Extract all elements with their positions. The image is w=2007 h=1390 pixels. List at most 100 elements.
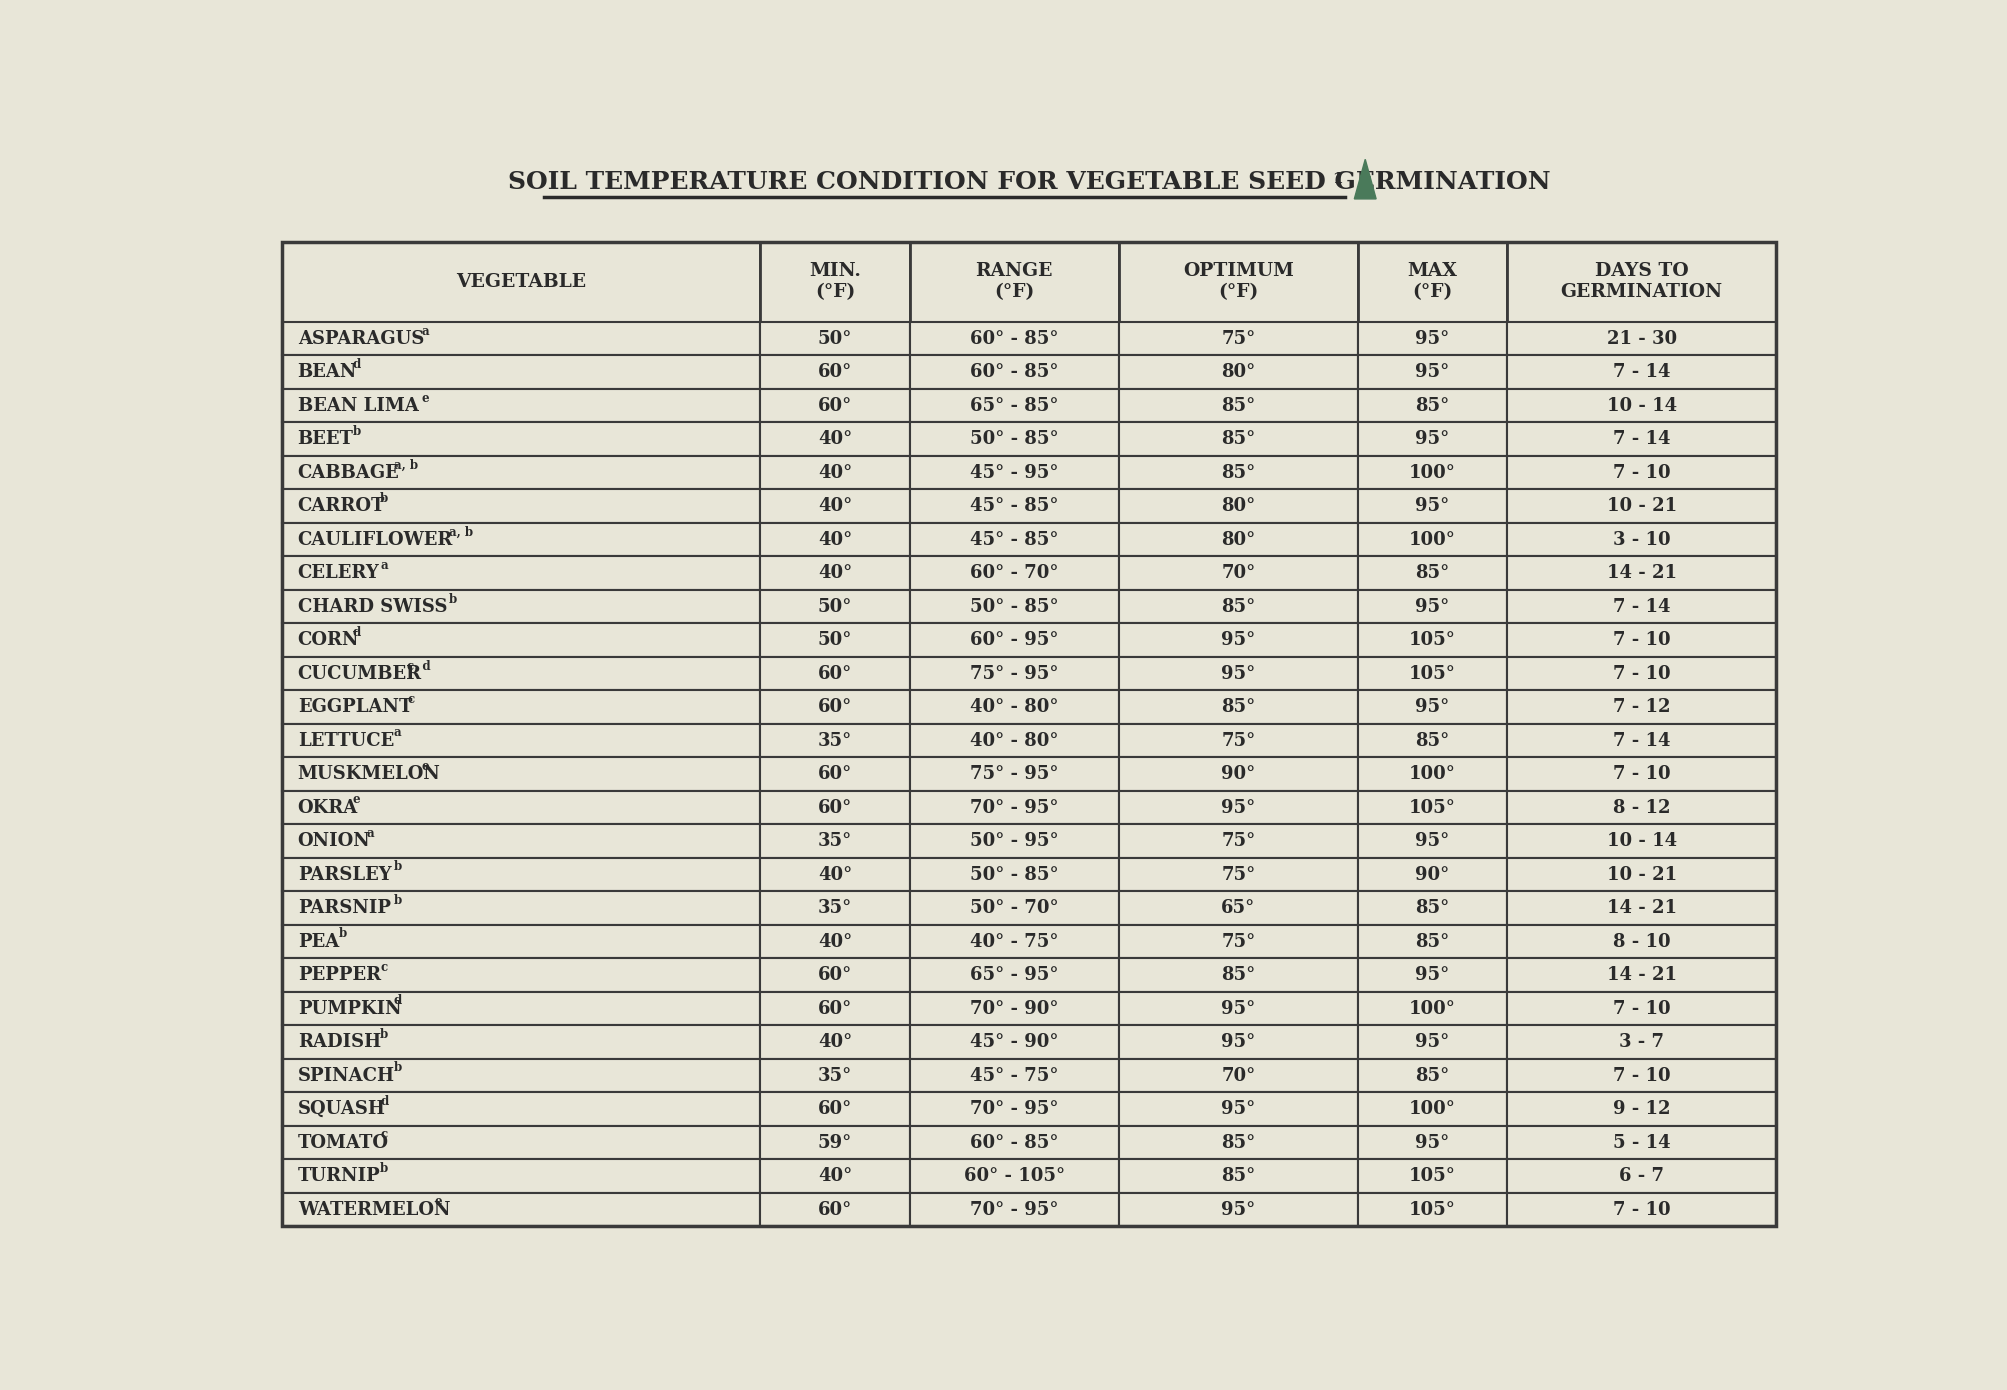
Text: PARSNIP: PARSNIP — [297, 899, 391, 917]
Bar — [1507, 891, 1776, 924]
Bar — [909, 1059, 1118, 1093]
Text: 9 - 12: 9 - 12 — [1612, 1099, 1670, 1118]
Bar — [761, 322, 909, 356]
Bar — [1507, 1126, 1776, 1159]
Text: 85°: 85° — [1220, 698, 1254, 716]
Bar — [761, 959, 909, 992]
Text: 60°: 60° — [817, 664, 851, 682]
Bar — [281, 824, 761, 858]
Bar — [1118, 389, 1357, 423]
Bar — [281, 1193, 761, 1226]
Text: 45° - 75°: 45° - 75° — [969, 1066, 1058, 1084]
Bar — [1118, 556, 1357, 589]
Text: 85°: 85° — [1415, 564, 1449, 582]
Text: 95°: 95° — [1220, 799, 1254, 817]
Text: DAYS TO
GERMINATION: DAYS TO GERMINATION — [1559, 263, 1722, 302]
Text: 105°: 105° — [1409, 1168, 1455, 1186]
Bar — [1357, 959, 1507, 992]
Bar — [1118, 924, 1357, 959]
Bar — [1357, 1159, 1507, 1193]
Text: 7 - 14: 7 - 14 — [1612, 598, 1670, 616]
Text: 7 - 10: 7 - 10 — [1612, 1066, 1670, 1084]
Bar — [761, 1093, 909, 1126]
Bar — [761, 724, 909, 758]
Bar — [1118, 1126, 1357, 1159]
Bar — [1118, 758, 1357, 791]
Bar — [1118, 456, 1357, 489]
Bar — [1357, 891, 1507, 924]
Bar — [1357, 523, 1507, 556]
Text: 40° - 80°: 40° - 80° — [969, 698, 1058, 716]
Text: 45° - 95°: 45° - 95° — [969, 464, 1058, 482]
Bar — [761, 456, 909, 489]
Text: MAX
(°F): MAX (°F) — [1407, 263, 1457, 302]
Text: c: c — [379, 960, 387, 974]
Bar — [1357, 791, 1507, 824]
Bar — [281, 959, 761, 992]
Bar — [1507, 356, 1776, 389]
Bar — [1507, 1059, 1776, 1093]
Text: 95°: 95° — [1415, 329, 1449, 348]
Bar — [281, 389, 761, 423]
Text: 95°: 95° — [1415, 1134, 1449, 1152]
Text: 85°: 85° — [1220, 598, 1254, 616]
Text: 8 - 10: 8 - 10 — [1612, 933, 1670, 951]
Bar — [281, 858, 761, 891]
Text: 10 - 14: 10 - 14 — [1606, 396, 1676, 414]
Text: BEAN LIMA: BEAN LIMA — [297, 396, 417, 414]
Bar — [909, 1093, 1118, 1126]
Text: 6 - 7: 6 - 7 — [1618, 1168, 1664, 1186]
Text: CUCUMBER: CUCUMBER — [297, 664, 421, 682]
Bar — [909, 1126, 1118, 1159]
Bar — [1118, 242, 1357, 322]
Text: 75°: 75° — [1220, 329, 1254, 348]
Bar — [1357, 758, 1507, 791]
Bar — [1118, 891, 1357, 924]
Bar — [1507, 724, 1776, 758]
Text: 85°: 85° — [1220, 396, 1254, 414]
Bar — [1357, 1193, 1507, 1226]
Polygon shape — [1353, 160, 1375, 199]
Bar — [281, 322, 761, 356]
Bar — [1507, 589, 1776, 624]
Bar — [1507, 1093, 1776, 1126]
Text: b: b — [379, 1162, 387, 1175]
Text: ONION: ONION — [297, 833, 369, 851]
Text: a, b: a, b — [448, 525, 472, 538]
Text: 60°: 60° — [817, 999, 851, 1017]
Text: 100°: 100° — [1409, 531, 1455, 549]
Bar — [761, 356, 909, 389]
Text: 35°: 35° — [817, 899, 851, 917]
Bar — [761, 891, 909, 924]
Text: 85°: 85° — [1415, 1066, 1449, 1084]
Text: 7 - 10: 7 - 10 — [1612, 464, 1670, 482]
Text: b: b — [448, 592, 458, 606]
Bar — [909, 322, 1118, 356]
Bar — [761, 1059, 909, 1093]
Text: 90°: 90° — [1220, 766, 1254, 783]
Text: a, b: a, b — [393, 459, 417, 471]
Text: 85°: 85° — [1415, 933, 1449, 951]
Text: 70°: 70° — [1220, 1066, 1254, 1084]
Text: 60° - 85°: 60° - 85° — [969, 363, 1058, 381]
Bar — [909, 242, 1118, 322]
Bar — [909, 1193, 1118, 1226]
Bar — [761, 1193, 909, 1226]
Text: d: d — [393, 994, 401, 1008]
Text: 60° - 70°: 60° - 70° — [969, 564, 1058, 582]
Bar — [1357, 657, 1507, 691]
Text: PEA: PEA — [297, 933, 339, 951]
Text: CARROT: CARROT — [297, 498, 385, 516]
Text: b: b — [379, 1029, 387, 1041]
Text: 105°: 105° — [1409, 631, 1455, 649]
Bar — [909, 924, 1118, 959]
Bar — [1357, 423, 1507, 456]
Bar — [1118, 322, 1357, 356]
Text: 3 - 10: 3 - 10 — [1612, 531, 1670, 549]
Text: 60°: 60° — [817, 396, 851, 414]
Text: 40°: 40° — [817, 933, 851, 951]
Text: 60°: 60° — [817, 363, 851, 381]
Bar — [909, 423, 1118, 456]
Text: d: d — [353, 359, 361, 371]
Text: 40°: 40° — [817, 1033, 851, 1051]
